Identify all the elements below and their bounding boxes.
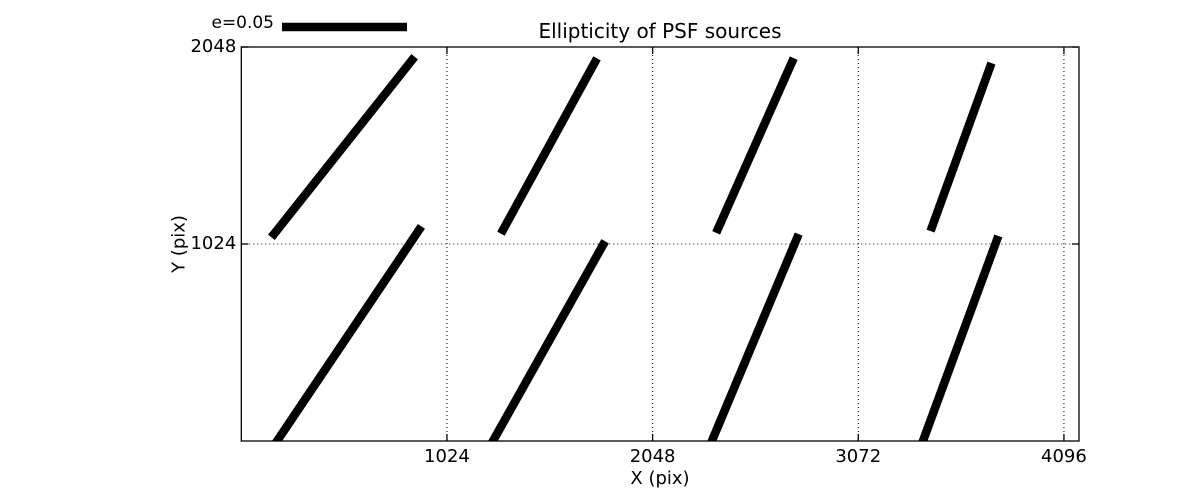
x-tick-label-1024: 1024 (424, 446, 470, 467)
plot-border (240, 46, 1080, 442)
legend-label: e=0.05 (211, 13, 274, 33)
x-tick-label-4096: 4096 (1041, 446, 1087, 467)
ellipticity-whisker-5 (271, 224, 425, 441)
x-tick-label-2048: 2048 (629, 446, 676, 467)
ellipticity-whisker-2 (497, 56, 601, 236)
ellipticity-whisker-1 (268, 54, 418, 240)
ellipticity-whisker-6 (488, 239, 609, 441)
x-tick-label-3072: 3072 (835, 446, 882, 467)
chart-title: Ellipticity of PSF sources (538, 19, 782, 43)
ellipticity-whisker-7 (707, 232, 803, 441)
ellipticity-whisker-3 (712, 56, 798, 235)
y-tick-label-2048: 2048 (190, 36, 237, 57)
y-tick-label-1024: 1024 (190, 233, 237, 254)
whisker-group (268, 54, 1003, 441)
ellipticity-whisker-4 (926, 61, 996, 233)
ellipticity-whisker-8 (918, 234, 1003, 441)
x-axis-label: X (pix) (630, 468, 690, 489)
